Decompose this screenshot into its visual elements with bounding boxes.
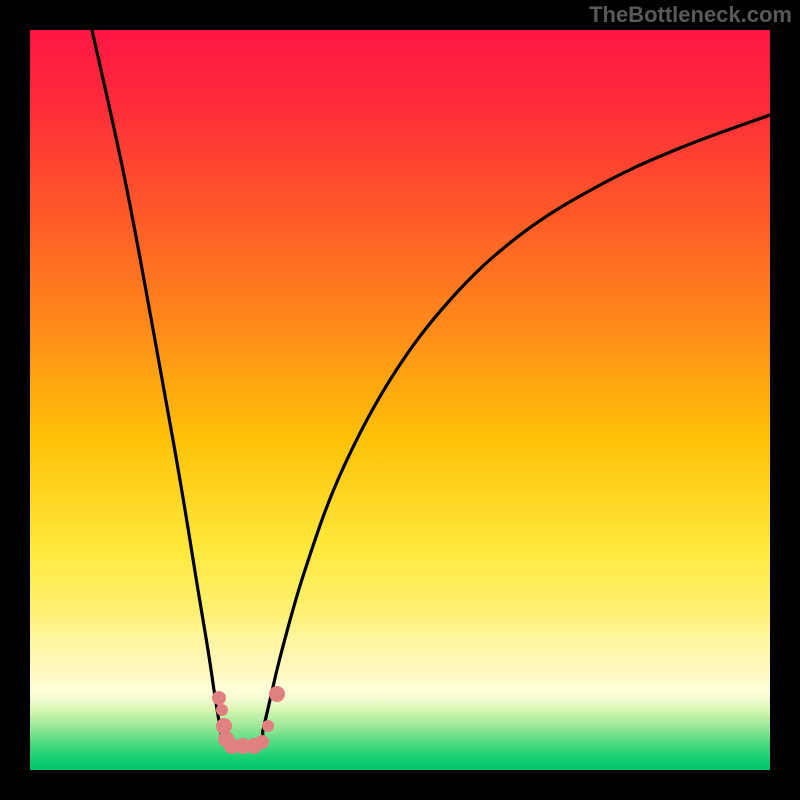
valley-marker [212, 691, 226, 705]
valley-marker [262, 720, 274, 732]
bottleneck-curve [92, 30, 770, 746]
curve-svg [30, 30, 770, 770]
watermark-text: TheBottleneck.com [589, 2, 792, 28]
valley-marker [216, 704, 228, 716]
chart-container: TheBottleneck.com [0, 0, 800, 800]
valley-marker [255, 735, 269, 749]
valley-marker [269, 686, 285, 702]
plot-area [30, 30, 770, 770]
